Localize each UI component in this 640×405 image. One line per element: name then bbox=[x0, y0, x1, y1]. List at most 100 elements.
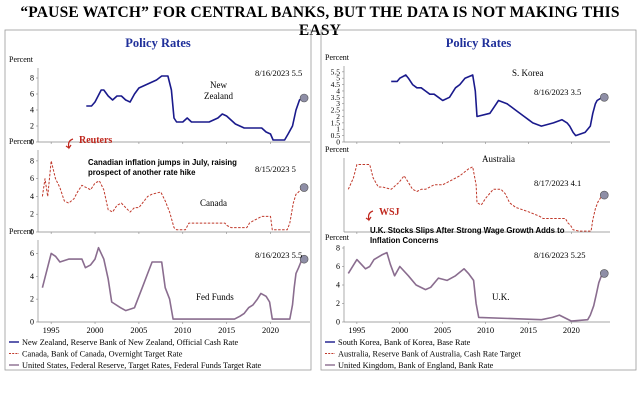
series-label: Australia bbox=[482, 154, 515, 164]
panel-frame bbox=[320, 29, 637, 371]
subplot-s-korea: Percent 00.511.522.533.544.555.5 S. Korea 8… bbox=[325, 53, 610, 147]
y-axis-label: Percent bbox=[325, 145, 350, 154]
panel-title: Policy Rates bbox=[125, 36, 191, 50]
annotation-text: Inflation Concerns bbox=[370, 236, 439, 245]
annotation-source: Reuters bbox=[79, 135, 112, 146]
y-tick-label: 3.5 bbox=[331, 93, 341, 102]
y-tick-label: 0.5 bbox=[331, 131, 341, 140]
series-label: Fed Funds bbox=[196, 292, 234, 302]
legend-entry: United Kingdom, Bank of England, Bank Ra… bbox=[338, 361, 494, 370]
y-tick-label: 1 bbox=[336, 125, 340, 134]
series-label: Canada bbox=[200, 198, 227, 208]
latest-value-marker bbox=[299, 254, 309, 264]
latest-value-marker bbox=[599, 93, 609, 102]
x-tick-label: 2000 bbox=[87, 325, 104, 335]
y-tick-label: 2 bbox=[30, 210, 34, 219]
y-axis-label: Percent bbox=[325, 233, 350, 242]
legend-entry: New Zealand, Reserve Bank of New Zealand… bbox=[22, 338, 238, 347]
series-line bbox=[391, 74, 603, 137]
y-tick-label: 6 bbox=[30, 90, 34, 99]
latest-value-label: 8/17/2023 4.1 bbox=[534, 178, 581, 188]
y-tick-label: 6 bbox=[336, 262, 340, 271]
x-tick-label: 1995 bbox=[43, 325, 60, 335]
annotation-text: prospect of another rate hike bbox=[88, 168, 196, 177]
series-label: Zealand bbox=[204, 91, 233, 101]
series-label: U.K. bbox=[492, 292, 510, 302]
y-tick-label: 4.5 bbox=[331, 80, 341, 89]
y-tick-label: 8 bbox=[30, 156, 34, 165]
y-axis-label: Percent bbox=[9, 137, 34, 146]
y-axis-label: Percent bbox=[9, 227, 34, 236]
annotation-arrow-icon bbox=[65, 138, 74, 150]
series-line bbox=[41, 160, 303, 231]
y-tick-label: 6 bbox=[30, 174, 34, 183]
legend-entry: South Korea, Bank of Korea, Base Rate bbox=[338, 338, 471, 347]
y-tick-label: 4 bbox=[336, 86, 340, 95]
y-tick-label: 5 bbox=[336, 74, 340, 83]
y-tick-label: 0 bbox=[336, 138, 340, 147]
x-tick-label: 2010 bbox=[174, 325, 191, 335]
y-tick-label: 4 bbox=[30, 192, 34, 201]
x-tick-label: 2015 bbox=[520, 325, 537, 335]
y-tick-label: 8 bbox=[30, 74, 34, 83]
series-label: S. Korea bbox=[512, 68, 544, 78]
series-line bbox=[86, 75, 303, 141]
latest-value-marker bbox=[299, 93, 309, 103]
panel-title: Policy Rates bbox=[446, 36, 512, 50]
panel-frame bbox=[4, 29, 312, 371]
series-line bbox=[347, 251, 604, 322]
latest-value-label: 8/16/2023 5.5 bbox=[255, 250, 302, 260]
x-tick-label: 2020 bbox=[563, 325, 580, 335]
x-tick-label: 2020 bbox=[262, 325, 279, 335]
x-tick-label: 2000 bbox=[391, 325, 408, 335]
y-tick-label: 5.5 bbox=[331, 67, 341, 76]
annotation-arrow-icon bbox=[365, 210, 374, 222]
y-tick-label: 4 bbox=[336, 281, 340, 290]
latest-value-marker bbox=[299, 183, 309, 192]
y-tick-label: 4 bbox=[30, 272, 34, 281]
x-tick-label: 2015 bbox=[218, 325, 235, 335]
y-tick-label: 2 bbox=[30, 295, 34, 304]
y-axis-label: Percent bbox=[325, 53, 350, 62]
annotation-text: U.K. Stocks Slips After Strong Wage Grow… bbox=[370, 226, 565, 235]
annotation-source: WSJ bbox=[379, 207, 400, 218]
series-line bbox=[347, 164, 603, 232]
y-tick-label: 3 bbox=[336, 99, 340, 108]
legend-entry: United States, Federal Reserve, Target R… bbox=[22, 361, 262, 370]
x-tick-label: 2005 bbox=[434, 325, 451, 335]
legend-entry: Canada, Bank of Canada, Overnight Target… bbox=[22, 350, 183, 359]
y-tick-label: 2.5 bbox=[331, 106, 341, 115]
panel-right: Policy RatesPercent00.511.522.533.544.55… bbox=[320, 29, 637, 371]
latest-value-label: 8/16/2023 5.25 bbox=[534, 250, 585, 260]
y-tick-label: 2 bbox=[30, 122, 34, 131]
y-tick-label: 2 bbox=[336, 112, 340, 121]
latest-value-marker bbox=[599, 190, 609, 200]
headline: “PAUSE WATCH” FOR CENTRAL BANKS, BUT THE… bbox=[20, 4, 620, 39]
panel-left: Policy RatesPercent02468NewZealand8/16/2… bbox=[4, 29, 312, 371]
series-line bbox=[41, 246, 303, 320]
series-label: New bbox=[210, 80, 227, 90]
y-tick-label: 0 bbox=[30, 228, 34, 237]
subplot-u-k: Percent 0 2 4 6 8 U.K. 8/16/2023 5.25 bbox=[325, 233, 610, 327]
y-tick-label: 6 bbox=[30, 249, 34, 258]
subplot-australia: Percent Australia 8/17/2023 4.1 bbox=[325, 145, 610, 234]
latest-value-label: 8/16/2023 5.5 bbox=[255, 68, 302, 78]
y-tick-label: 0 bbox=[30, 138, 34, 147]
latest-value-label: 8/15/2023 5 bbox=[255, 164, 296, 174]
y-tick-label: 8 bbox=[336, 244, 340, 253]
x-tick-label: 2010 bbox=[477, 325, 494, 335]
latest-value-label: 8/16/2023 3.5 bbox=[534, 87, 581, 97]
x-tick-label: 2005 bbox=[130, 325, 147, 335]
y-tick-label: 0 bbox=[336, 318, 340, 327]
legend-entry: Australia, Reserve Bank of Australia, Ca… bbox=[338, 350, 521, 359]
y-tick-label: 4 bbox=[30, 106, 34, 115]
y-axis-label: Percent bbox=[9, 55, 34, 64]
y-tick-label: 1.5 bbox=[331, 118, 341, 127]
x-tick-label: 1995 bbox=[348, 325, 365, 335]
latest-value-marker bbox=[599, 269, 609, 278]
y-tick-label: 0 bbox=[30, 318, 34, 327]
